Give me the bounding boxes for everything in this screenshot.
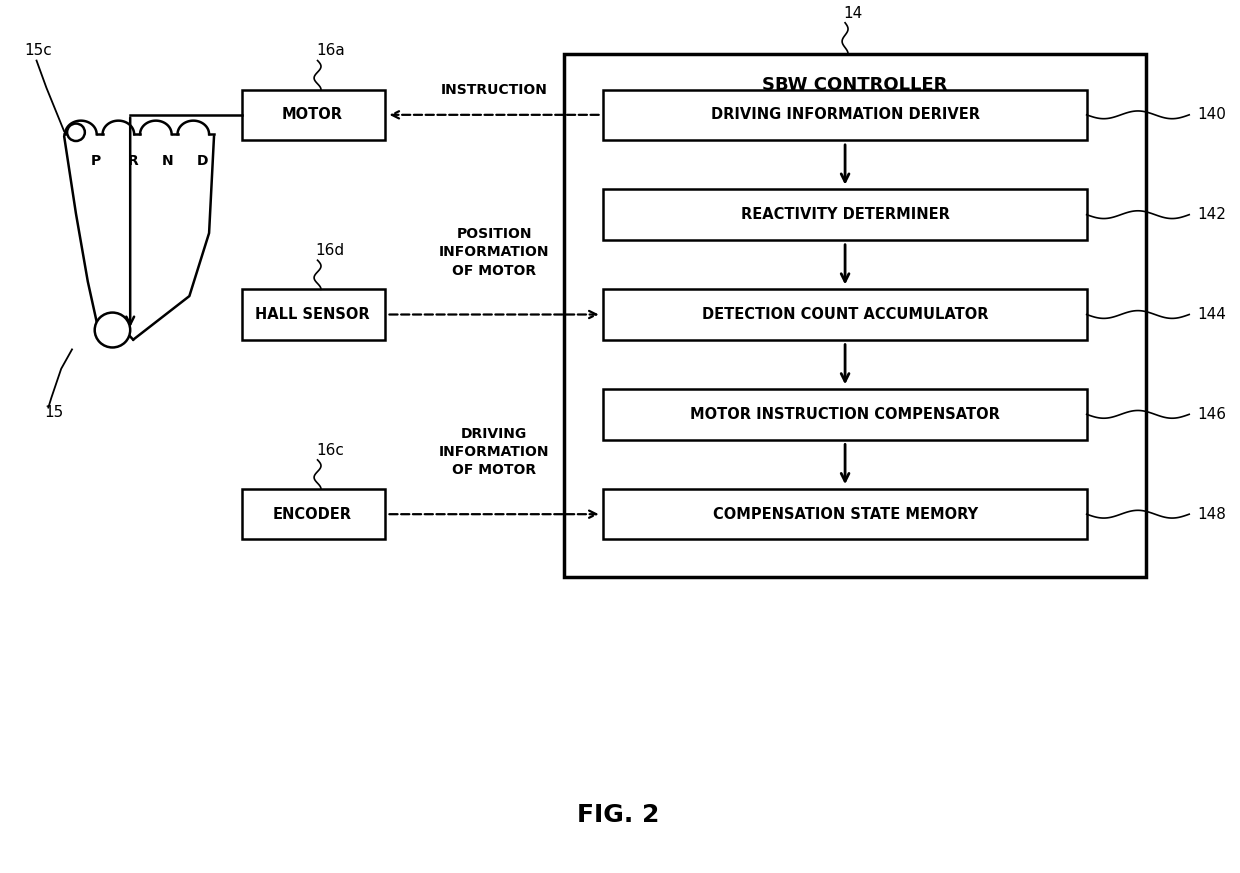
- Text: ENCODER: ENCODER: [273, 506, 352, 522]
- Text: POSITION
INFORMATION
OF MOTOR: POSITION INFORMATION OF MOTOR: [439, 227, 549, 278]
- Text: COMPENSATION STATE MEMORY: COMPENSATION STATE MEMORY: [713, 506, 977, 522]
- Bar: [604, 189, 1086, 240]
- Bar: [564, 54, 1146, 577]
- Bar: [604, 489, 1086, 540]
- Text: N: N: [162, 155, 174, 168]
- Text: P: P: [91, 155, 100, 168]
- Circle shape: [94, 313, 130, 347]
- Text: 16d: 16d: [316, 243, 345, 258]
- Text: 146: 146: [1197, 407, 1226, 422]
- Text: DETECTION COUNT ACCUMULATOR: DETECTION COUNT ACCUMULATOR: [702, 307, 988, 322]
- Text: 15: 15: [45, 405, 63, 420]
- Bar: [242, 90, 384, 140]
- Text: 16c: 16c: [316, 443, 345, 457]
- Bar: [242, 489, 384, 540]
- Text: 142: 142: [1197, 207, 1226, 222]
- Text: DRIVING INFORMATION DERIVER: DRIVING INFORMATION DERIVER: [711, 107, 980, 122]
- Bar: [604, 289, 1086, 340]
- Text: DRIVING
INFORMATION
OF MOTOR: DRIVING INFORMATION OF MOTOR: [439, 427, 549, 478]
- Text: 144: 144: [1197, 307, 1226, 322]
- Text: REACTIVITY DETERMINER: REACTIVITY DETERMINER: [740, 207, 950, 222]
- Bar: [604, 90, 1086, 140]
- Text: SBW CONTROLLER: SBW CONTROLLER: [763, 76, 947, 93]
- Text: MOTOR INSTRUCTION COMPENSATOR: MOTOR INSTRUCTION COMPENSATOR: [691, 407, 999, 422]
- Text: 16a: 16a: [316, 44, 345, 58]
- Text: HALL SENSOR: HALL SENSOR: [255, 307, 370, 322]
- Text: 14: 14: [843, 5, 863, 21]
- Bar: [242, 289, 384, 340]
- Bar: [604, 389, 1086, 439]
- Text: INSTRUCTION: INSTRUCTION: [440, 84, 548, 98]
- Text: FIG. 2: FIG. 2: [577, 802, 660, 827]
- Text: MOTOR: MOTOR: [283, 107, 343, 122]
- Text: R: R: [128, 155, 139, 168]
- Text: 148: 148: [1197, 506, 1226, 522]
- Circle shape: [67, 124, 84, 141]
- Text: 140: 140: [1197, 107, 1226, 122]
- Text: 15c: 15c: [25, 44, 52, 58]
- Text: D: D: [196, 155, 208, 168]
